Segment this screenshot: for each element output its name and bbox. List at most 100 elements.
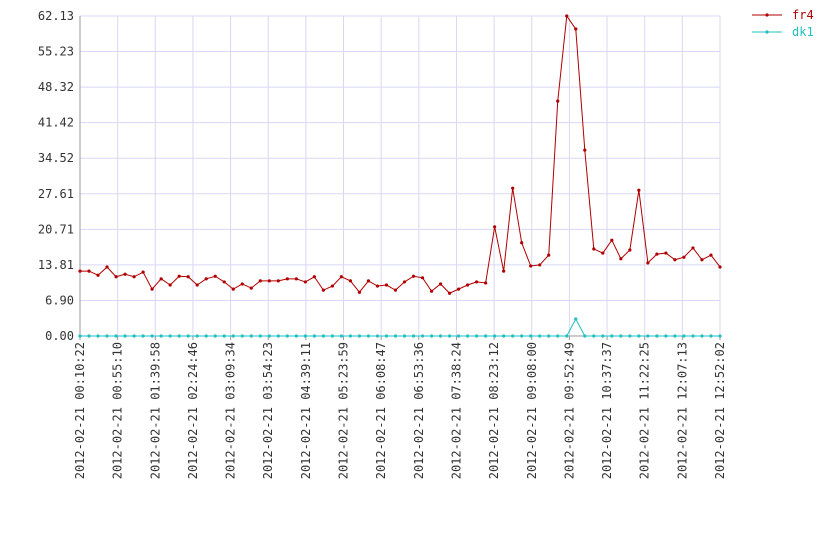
point xyxy=(348,279,353,283)
point xyxy=(511,186,515,190)
x-tick-label: 2012-02-21 11:22:25 xyxy=(638,342,652,479)
point xyxy=(168,283,172,287)
point xyxy=(574,317,578,321)
point xyxy=(321,334,325,338)
x-tick-label: 2012-02-21 03:09:34 xyxy=(224,342,238,479)
point xyxy=(249,286,253,290)
point xyxy=(132,275,136,279)
point xyxy=(447,334,452,338)
point xyxy=(556,334,560,338)
point xyxy=(583,334,587,338)
point xyxy=(303,280,307,284)
point xyxy=(267,279,271,283)
point xyxy=(465,283,470,287)
point xyxy=(186,275,190,279)
point xyxy=(141,270,145,274)
x-tick-label: 2012-02-21 08:23:12 xyxy=(487,342,501,479)
point xyxy=(664,251,668,255)
point xyxy=(357,290,362,294)
point xyxy=(475,280,479,284)
point xyxy=(195,283,199,287)
point xyxy=(339,275,344,279)
point xyxy=(655,252,659,256)
x-tick-label: 2012-02-21 06:08:47 xyxy=(374,342,388,479)
point xyxy=(159,277,163,281)
point xyxy=(718,334,722,338)
point xyxy=(375,334,380,338)
point xyxy=(628,334,632,338)
point xyxy=(213,334,217,338)
point xyxy=(502,334,506,338)
point xyxy=(204,334,208,338)
point xyxy=(673,334,677,338)
x-tick-label: 2012-02-21 06:53:36 xyxy=(412,342,426,479)
point xyxy=(447,291,452,295)
x-tick-label: 2012-02-21 10:37:37 xyxy=(600,342,614,479)
point xyxy=(484,281,488,285)
point xyxy=(330,334,335,338)
y-tick-label: 0.00 xyxy=(45,329,74,343)
point xyxy=(420,276,425,280)
point xyxy=(177,334,181,338)
point xyxy=(565,14,569,18)
point xyxy=(78,269,82,273)
x-tick-label: 2012-02-21 04:39:11 xyxy=(299,342,313,479)
y-tick-label: 55.23 xyxy=(38,45,74,59)
point xyxy=(87,334,91,338)
y-tick-label: 34.52 xyxy=(38,151,74,165)
y-tick-label: 41.42 xyxy=(38,116,74,130)
point xyxy=(258,279,262,283)
point xyxy=(438,282,443,286)
point xyxy=(592,334,596,338)
y-tick-label: 20.71 xyxy=(38,222,74,236)
point xyxy=(132,334,136,338)
legend-marker xyxy=(765,13,769,17)
point xyxy=(429,289,434,293)
point xyxy=(655,334,659,338)
x-tick-label: 2012-02-21 05:23:59 xyxy=(337,342,351,479)
point xyxy=(384,334,389,338)
legend-marker xyxy=(765,30,769,34)
series-line xyxy=(80,317,720,337)
point xyxy=(637,334,641,338)
point xyxy=(204,277,208,281)
point xyxy=(574,27,578,31)
point xyxy=(664,334,668,338)
legend-label: dk1 xyxy=(792,25,814,39)
point xyxy=(258,334,262,338)
point xyxy=(123,334,127,338)
point xyxy=(213,274,217,278)
point xyxy=(366,279,371,283)
point xyxy=(393,334,398,338)
point xyxy=(565,334,569,338)
point xyxy=(123,272,127,276)
point xyxy=(619,257,623,261)
point xyxy=(78,334,82,338)
point xyxy=(529,264,533,268)
point xyxy=(402,334,407,338)
legend-label: fr4 xyxy=(792,8,814,22)
point xyxy=(96,273,100,277)
point xyxy=(547,253,551,257)
point xyxy=(231,334,235,338)
point xyxy=(682,255,686,259)
point xyxy=(682,334,686,338)
point xyxy=(393,288,398,292)
point xyxy=(700,258,704,262)
point xyxy=(384,283,389,287)
point xyxy=(429,334,434,338)
point xyxy=(321,288,325,292)
point xyxy=(150,334,154,338)
x-tick-label: 2012-02-21 07:38:24 xyxy=(449,342,463,479)
point xyxy=(465,334,470,338)
point xyxy=(402,280,407,284)
point xyxy=(150,287,154,291)
point xyxy=(538,334,542,338)
point xyxy=(601,334,605,338)
point xyxy=(484,334,488,338)
point xyxy=(96,334,100,338)
point xyxy=(529,334,533,338)
point xyxy=(556,99,560,103)
point xyxy=(493,225,497,229)
point xyxy=(240,334,244,338)
